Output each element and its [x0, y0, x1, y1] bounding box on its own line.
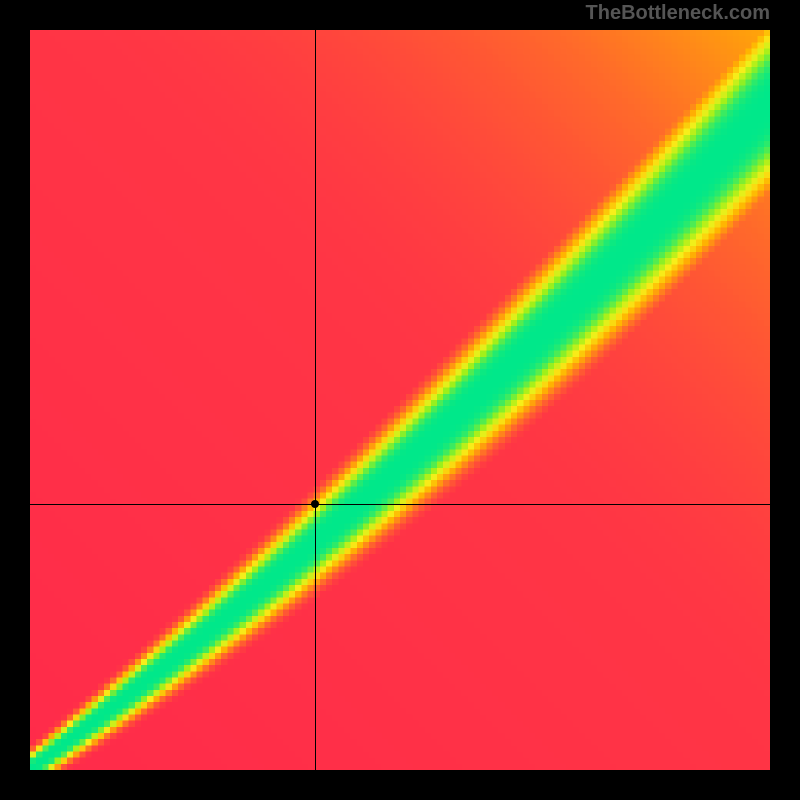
crosshair-marker	[311, 500, 319, 508]
crosshair-vertical	[315, 30, 316, 770]
heatmap-plot	[30, 30, 770, 770]
watermark-text: TheBottleneck.com	[586, 2, 770, 25]
chart-container: TheBottleneck.com	[0, 0, 800, 800]
heatmap-canvas	[30, 30, 770, 770]
crosshair-horizontal	[30, 504, 770, 505]
